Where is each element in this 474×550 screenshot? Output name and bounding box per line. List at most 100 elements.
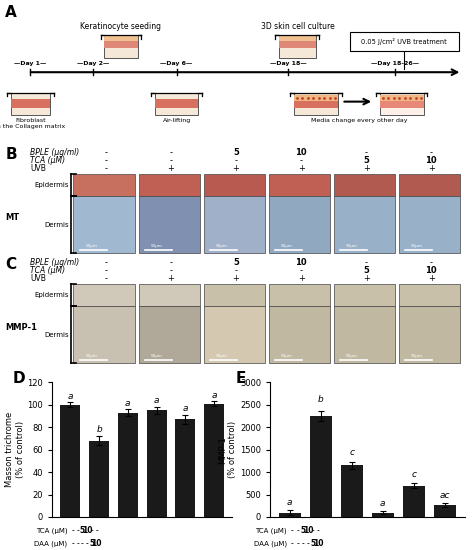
Text: -: - [170,156,173,166]
Text: C: C [6,257,17,272]
Text: —Day 18—: —Day 18— [270,61,306,66]
Text: Epidermis: Epidermis [34,292,69,298]
Text: -: - [72,526,74,535]
Bar [138,196,200,254]
Bar [203,306,265,364]
Text: —Day 18-26—: —Day 18-26— [371,61,419,66]
Text: UVB: UVB [30,274,46,283]
Text: 10: 10 [295,148,307,157]
Text: 5: 5 [310,539,316,548]
Text: +: + [428,274,435,283]
Bar [104,35,137,58]
Text: 50μm: 50μm [346,354,358,358]
Text: -: - [300,266,302,276]
Text: +: + [363,274,370,283]
Text: 50μm: 50μm [411,354,423,358]
Text: 50μm: 50μm [151,244,163,248]
Text: Keratinocyte seeding: Keratinocyte seeding [81,21,161,31]
Text: 10: 10 [313,539,324,548]
Bar [399,174,460,196]
Text: -: - [91,526,93,535]
Text: +: + [298,274,304,283]
Text: +: + [233,164,239,173]
Text: 50μm: 50μm [151,354,163,358]
Text: TCA (μM): TCA (μM) [30,266,65,276]
Text: a: a [380,498,385,508]
Text: TCA (μM): TCA (μM) [30,156,65,166]
Text: -: - [300,156,302,166]
Text: 50μm: 50μm [281,244,293,248]
Text: 50μm: 50μm [346,244,358,248]
Bar [175,419,195,517]
Text: 10: 10 [295,258,307,267]
Bar [146,410,167,517]
Bar [294,92,337,115]
Text: MMP-1: MMP-1 [6,323,37,332]
Bar [138,306,200,364]
Text: 5: 5 [363,156,369,166]
Text: -: - [104,274,108,283]
Text: B: B [6,147,17,162]
Bar [341,465,363,517]
Text: -: - [235,266,237,276]
Text: -: - [104,258,108,267]
Bar [279,35,316,58]
Bar [334,174,395,196]
Text: DAA (μM): DAA (μM) [34,540,67,547]
Text: -: - [170,266,173,276]
Bar [399,306,460,364]
Text: —Day 1—: —Day 1— [14,61,46,66]
Text: 50μm: 50μm [216,244,228,248]
Y-axis label: Masson trichrome
(% of control): Masson trichrome (% of control) [5,412,25,487]
Bar [104,40,137,48]
Text: a: a [68,392,73,401]
Text: +: + [168,274,174,283]
Text: -: - [312,526,314,535]
Text: Fibroblast
in the Collagen matrix: Fibroblast in the Collagen matrix [0,118,65,129]
Text: -: - [170,148,173,157]
Y-axis label: MMP-1
(% of control): MMP-1 (% of control) [218,421,237,478]
Text: —Day 2—: —Day 2— [77,61,109,66]
Text: ac: ac [439,491,450,500]
Text: 10: 10 [425,266,437,276]
Text: c: c [349,448,355,457]
Text: -: - [81,539,84,548]
Text: Dermis: Dermis [44,222,69,228]
Text: Epidermis: Epidermis [34,182,69,188]
Text: a: a [287,498,292,507]
Text: -: - [429,258,433,267]
Bar [73,196,135,254]
Text: —Day 6—: —Day 6— [161,61,193,66]
Text: -: - [301,539,304,548]
Bar [279,40,316,48]
Text: b: b [318,395,324,404]
Bar [380,100,424,108]
Text: BPLE (μg/ml): BPLE (μg/ml) [30,148,80,157]
Bar [10,92,50,115]
Bar [269,306,330,364]
Bar [269,196,330,254]
Text: -: - [76,526,79,535]
FancyBboxPatch shape [350,32,458,51]
Bar [434,505,456,517]
Bar [138,284,200,306]
Text: 3D skin cell culture: 3D skin cell culture [261,21,334,31]
Text: UVB: UVB [30,164,46,173]
Text: -: - [104,164,108,173]
Text: TCA (μM): TCA (μM) [36,527,67,533]
Text: D: D [12,371,25,387]
Text: 10: 10 [91,539,102,548]
Bar [203,174,265,196]
Text: 5: 5 [363,266,369,276]
Text: 5: 5 [300,526,305,535]
Text: -: - [296,526,299,535]
Text: a: a [182,404,188,413]
Text: -: - [86,539,89,548]
Text: 50μm: 50μm [411,244,423,248]
Text: 10: 10 [82,526,92,535]
Text: 50μm: 50μm [216,354,228,358]
Text: Dermis: Dermis [44,332,69,338]
Text: +: + [233,274,239,283]
Text: DAA (μM): DAA (μM) [254,540,287,547]
Text: 10: 10 [303,526,313,535]
